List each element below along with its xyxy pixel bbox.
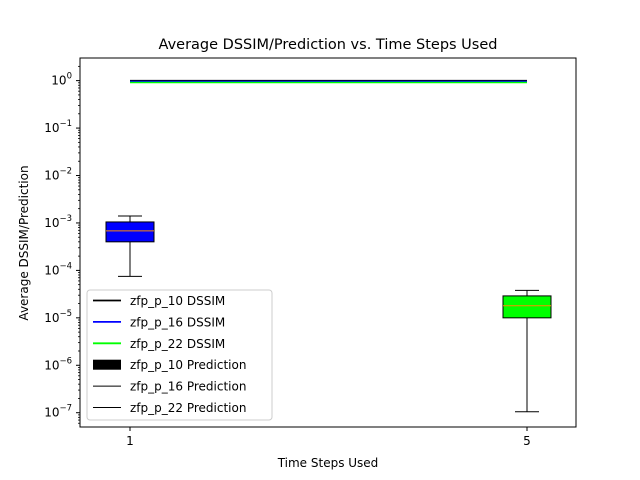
- legend-entry: zfp_p_10 Prediction: [93, 358, 246, 372]
- box-plot: [105, 215, 155, 277]
- y-tick-label: 100: [51, 72, 72, 88]
- legend-entry: zfp_p_10 DSSIM: [93, 294, 225, 308]
- y-tick-label: 10−5: [44, 309, 72, 325]
- legend-label: zfp_p_22 Prediction: [130, 401, 246, 415]
- y-tick-label: 10−4: [44, 261, 72, 277]
- legend-label: zfp_p_16 DSSIM: [130, 315, 225, 329]
- legend-label: zfp_p_22 DSSIM: [130, 337, 225, 351]
- legend-entry: zfp_p_16 DSSIM: [93, 315, 225, 329]
- y-tick-label: 10−3: [44, 214, 72, 230]
- chart-title: Average DSSIM/Prediction vs. Time Steps …: [159, 37, 498, 53]
- y-tick-label: 10−1: [44, 119, 72, 135]
- x-axis-label: Time Steps Used: [277, 456, 379, 470]
- y-tick-label: 10−7: [44, 404, 72, 420]
- legend-entry: zfp_p_16 Prediction: [93, 380, 246, 394]
- legend-entry: zfp_p_22 DSSIM: [93, 337, 225, 351]
- x-tick-label: 5: [523, 434, 531, 448]
- box-plot: [502, 289, 552, 413]
- legend-entry: zfp_p_22 Prediction: [93, 401, 246, 415]
- legend: zfp_p_10 DSSIM zfp_p_16 DSSIM zfp_p_22 DSS…: [86, 289, 273, 421]
- legend-label: zfp_p_10 Prediction: [130, 358, 246, 372]
- box-body: [105, 221, 155, 243]
- axes-frame: [79, 57, 577, 428]
- plot-area: [79, 57, 577, 428]
- legend-label: zfp_p_16 Prediction: [130, 380, 246, 394]
- legend-swatch-patch: [93, 359, 121, 370]
- y-axis: 10−7 10−6 10−5 10−4 10−3 10−2 10−1 100: [44, 65, 80, 424]
- y-axis-label: Average DSSIM/Prediction: [17, 165, 31, 320]
- legend-box: [86, 289, 273, 421]
- y-tick-label: 10−6: [44, 356, 72, 372]
- box-body: [502, 295, 552, 319]
- x-tick-label: 1: [126, 434, 134, 448]
- legend-label: zfp_p_10 DSSIM: [130, 294, 225, 308]
- y-tick-label: 10−2: [44, 167, 72, 183]
